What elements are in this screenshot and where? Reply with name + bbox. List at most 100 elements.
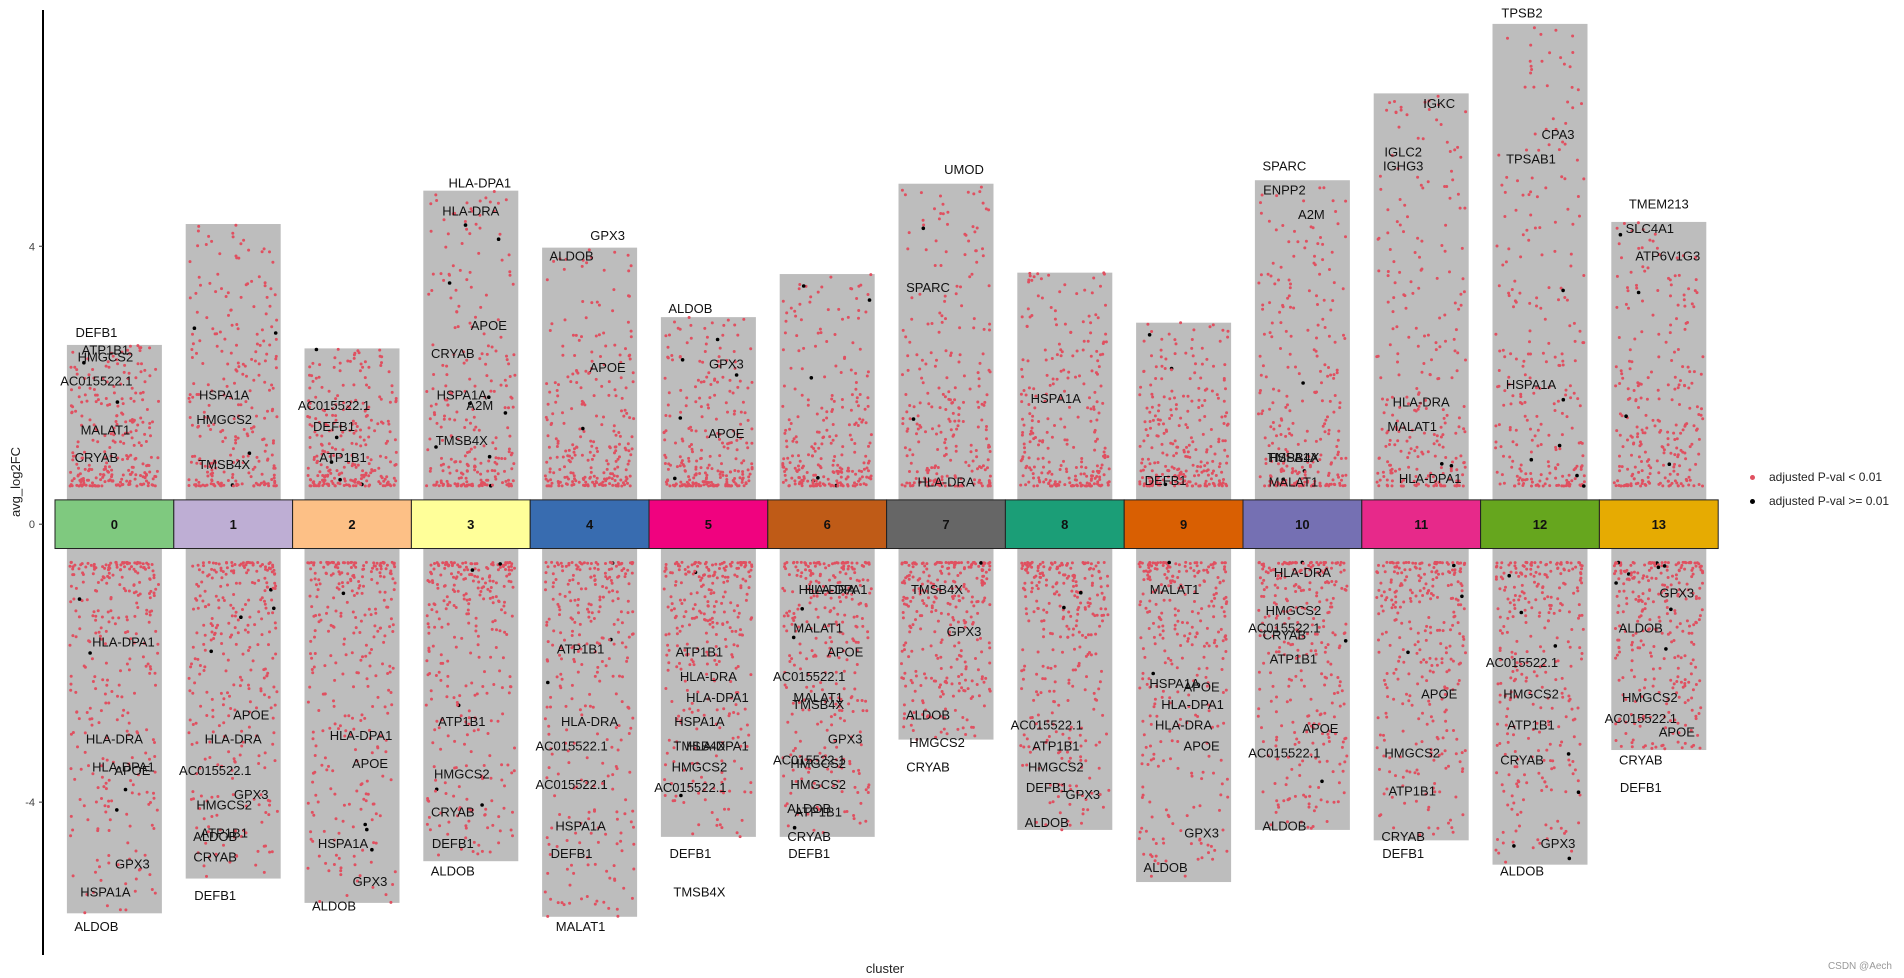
point-significant [134, 391, 138, 395]
point-significant [618, 434, 622, 438]
point-significant [622, 414, 626, 418]
point-significant [128, 567, 132, 571]
point-significant [147, 620, 151, 624]
point-significant [851, 567, 855, 571]
point-significant [571, 480, 575, 484]
point-significant [380, 476, 384, 480]
point-significant [210, 239, 214, 243]
point-significant [432, 567, 436, 571]
point-significant [939, 730, 943, 734]
point-significant [264, 606, 268, 610]
point-significant [728, 626, 732, 630]
point-significant [242, 428, 246, 431]
point-significant [478, 593, 482, 597]
point-significant [248, 389, 252, 393]
point-significant [832, 471, 836, 474]
point-significant [859, 483, 862, 486]
point-significant [77, 567, 81, 571]
point-significant [427, 650, 431, 653]
point-significant [978, 361, 982, 365]
point-significant [1027, 480, 1031, 484]
point-significant [378, 482, 382, 486]
point-significant [393, 581, 397, 585]
point-significant [1074, 624, 1078, 628]
point-significant [318, 363, 322, 367]
point-significant [308, 445, 312, 449]
point-significant [469, 421, 472, 425]
point-significant [684, 572, 688, 576]
point-significant [954, 605, 958, 609]
point-significant [441, 482, 445, 486]
point-significant [367, 474, 371, 478]
point-significant [682, 615, 686, 619]
point-significant [355, 425, 359, 428]
point-significant [1064, 467, 1068, 471]
point-significant [473, 465, 477, 469]
point-significant [678, 629, 682, 633]
point-significant [237, 256, 241, 260]
point-significant [918, 424, 922, 427]
point-significant [116, 694, 119, 698]
point-significant [944, 446, 948, 450]
point-significant [442, 599, 446, 603]
point-significant [234, 438, 238, 442]
point-significant [1046, 446, 1050, 450]
point-significant [451, 264, 455, 268]
point-significant [71, 458, 75, 462]
point-significant [467, 612, 470, 616]
point-significant [595, 300, 599, 304]
point-significant [238, 675, 242, 679]
point-significant [588, 476, 592, 480]
point-significant [617, 574, 621, 578]
point-significant [813, 442, 817, 446]
point-significant [236, 361, 240, 365]
point-significant [132, 418, 136, 422]
point-significant [152, 576, 156, 580]
point-significant [363, 376, 367, 380]
point-significant [87, 764, 90, 768]
point-significant [954, 444, 958, 448]
point-significant [586, 458, 590, 462]
point-significant [226, 583, 229, 587]
point-significant [460, 242, 464, 245]
point-significant [902, 602, 906, 606]
point-significant [1053, 664, 1057, 668]
point-significant [147, 464, 151, 467]
point-significant [818, 574, 822, 578]
point-significant [808, 561, 812, 565]
point-significant [507, 406, 510, 410]
point-significant [592, 617, 596, 620]
point-significant [229, 351, 233, 355]
point-significant [618, 674, 621, 678]
point-significant [820, 285, 824, 289]
point-significant [473, 468, 477, 472]
point-significant [71, 731, 75, 734]
point-significant [378, 814, 382, 818]
point-significant [860, 617, 864, 620]
point-significant [203, 665, 207, 669]
point-significant [327, 389, 331, 393]
point-significant [481, 685, 485, 688]
point-significant [1032, 465, 1036, 469]
point-significant [347, 802, 351, 806]
point-significant [461, 561, 465, 565]
point-significant [584, 316, 588, 320]
point-significant [127, 589, 131, 593]
point-significant [628, 474, 632, 478]
point-significant [480, 849, 484, 853]
point-significant [426, 798, 430, 802]
point-significant [842, 687, 846, 691]
point-significant [984, 428, 988, 432]
point-significant [425, 390, 429, 393]
point-significant [433, 625, 437, 629]
point-significant [1027, 278, 1031, 282]
point-significant [98, 634, 102, 638]
point-significant [219, 691, 223, 695]
point-significant [310, 810, 314, 814]
point-significant [687, 456, 691, 460]
point-significant [219, 632, 223, 636]
point-significant [937, 217, 941, 221]
point-significant [210, 461, 214, 465]
point-significant [833, 333, 837, 336]
point-significant [193, 483, 197, 487]
